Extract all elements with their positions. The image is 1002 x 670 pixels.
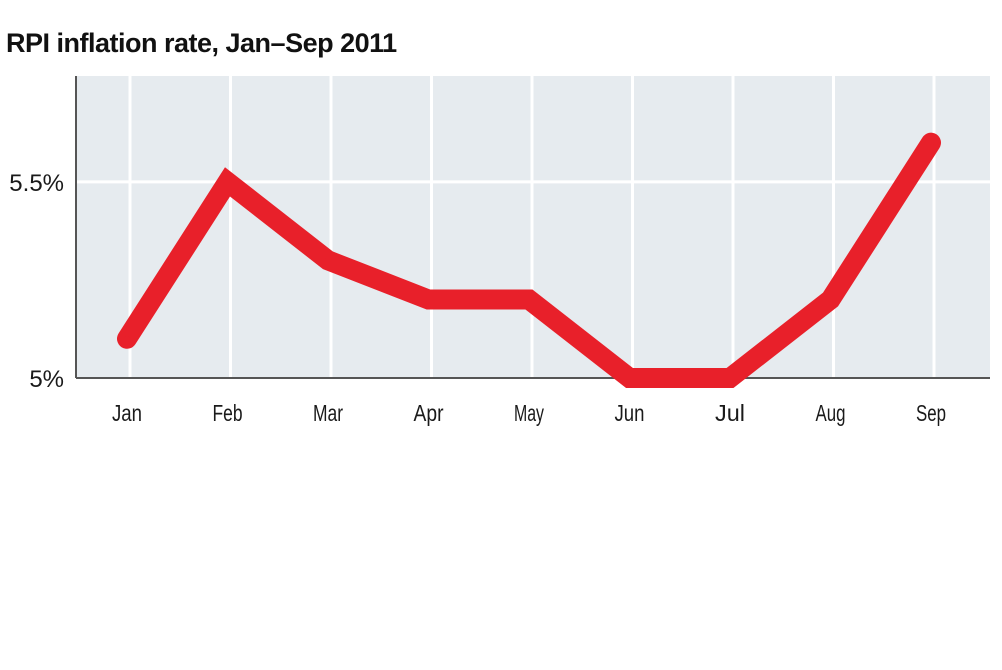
data-point-jun — [626, 375, 633, 381]
x-tick-label-jan: Jan — [112, 400, 142, 426]
y-tick-label: 5.5% — [9, 170, 64, 197]
x-tick-label-aug: Aug — [816, 400, 846, 426]
x-tick-label-apr: Apr — [414, 400, 444, 426]
data-point-feb — [224, 178, 231, 185]
chart-title: RPI inflation rate, Jan–Sep 2011 — [6, 28, 397, 58]
x-tick-label-feb: Feb — [213, 400, 243, 426]
grid-lines — [76, 76, 990, 378]
x-tick-label-may: May — [514, 400, 544, 426]
data-point-sep — [928, 139, 934, 146]
data-point-aug — [827, 296, 834, 303]
data-point-apr — [425, 296, 432, 303]
x-tick-label-sep: Sep — [916, 400, 946, 426]
x-tick-label-jun: Jun — [615, 400, 645, 426]
data-point-jan — [124, 335, 130, 342]
data-point-jul — [727, 375, 733, 381]
series-layer — [117, 132, 941, 388]
x-tick-label-jul: Jul — [715, 400, 745, 426]
y-tick-labels: 5% 5.5% — [9, 170, 64, 393]
data-point-may — [526, 296, 532, 303]
data-point-mar — [325, 257, 331, 264]
axes — [75, 76, 990, 379]
y-tick-label: 5% — [29, 366, 64, 393]
x-tick-label-mar: Mar — [313, 400, 343, 426]
x-tick-labels: Jan Feb Mar Apr May Jun Jul Aug Sep — [112, 400, 946, 426]
